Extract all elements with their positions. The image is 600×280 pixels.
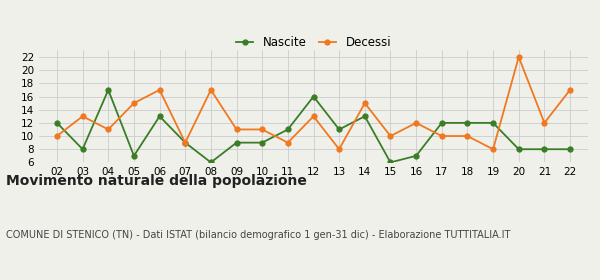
Text: COMUNE DI STENICO (TN) - Dati ISTAT (bilancio demografico 1 gen-31 dic) - Elabor: COMUNE DI STENICO (TN) - Dati ISTAT (bil… xyxy=(6,230,511,240)
Nascite xyxy=(104,88,112,92)
Decessi xyxy=(233,128,240,131)
Decessi xyxy=(182,141,189,144)
Decessi xyxy=(361,101,368,105)
Nascite xyxy=(413,154,420,157)
Decessi xyxy=(515,55,523,59)
Decessi xyxy=(464,134,471,138)
Nascite xyxy=(566,148,574,151)
Decessi xyxy=(541,121,548,125)
Decessi xyxy=(207,88,214,92)
Nascite xyxy=(233,141,240,144)
Decessi xyxy=(566,88,574,92)
Decessi xyxy=(156,88,163,92)
Line: Decessi: Decessi xyxy=(55,55,572,152)
Nascite xyxy=(515,148,523,151)
Decessi xyxy=(490,148,497,151)
Nascite xyxy=(207,161,214,164)
Decessi xyxy=(259,128,266,131)
Line: Nascite: Nascite xyxy=(55,87,572,165)
Decessi xyxy=(130,101,137,105)
Decessi xyxy=(310,115,317,118)
Nascite xyxy=(387,161,394,164)
Nascite xyxy=(53,121,61,125)
Decessi xyxy=(438,134,445,138)
Text: Movimento naturale della popolazione: Movimento naturale della popolazione xyxy=(6,174,307,188)
Legend: Nascite, Decessi: Nascite, Decessi xyxy=(231,32,396,54)
Decessi xyxy=(413,121,420,125)
Nascite xyxy=(335,128,343,131)
Decessi xyxy=(104,128,112,131)
Decessi xyxy=(387,134,394,138)
Nascite xyxy=(438,121,445,125)
Nascite xyxy=(182,141,189,144)
Nascite xyxy=(259,141,266,144)
Decessi xyxy=(79,115,86,118)
Nascite xyxy=(79,148,86,151)
Decessi xyxy=(335,148,343,151)
Decessi xyxy=(284,141,292,144)
Nascite xyxy=(156,115,163,118)
Nascite xyxy=(284,128,292,131)
Decessi xyxy=(53,134,61,138)
Nascite xyxy=(310,95,317,98)
Nascite xyxy=(490,121,497,125)
Nascite xyxy=(464,121,471,125)
Nascite xyxy=(541,148,548,151)
Nascite xyxy=(130,154,137,157)
Nascite xyxy=(361,115,368,118)
